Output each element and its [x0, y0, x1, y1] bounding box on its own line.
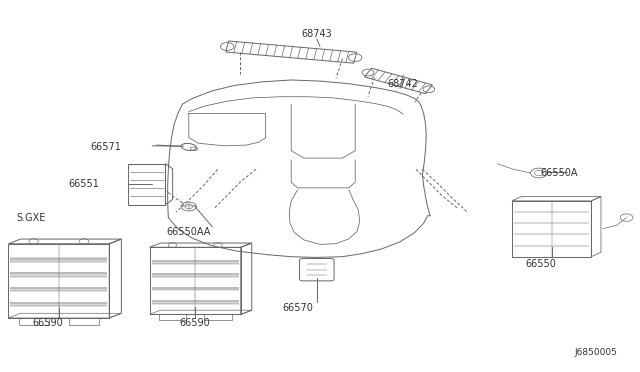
Text: 68742: 68742: [387, 79, 418, 89]
Text: 66551: 66551: [68, 179, 99, 189]
Text: 66550A: 66550A: [541, 168, 579, 178]
Text: J6850005: J6850005: [575, 348, 618, 357]
Text: S.GXE: S.GXE: [16, 213, 45, 222]
Text: 66571: 66571: [91, 142, 122, 152]
Text: 66550: 66550: [525, 259, 556, 269]
Text: 66590: 66590: [33, 318, 63, 328]
Text: 66550AA: 66550AA: [166, 227, 211, 237]
Text: 66590: 66590: [180, 318, 211, 328]
Text: 68743: 68743: [301, 29, 332, 39]
Text: 66570: 66570: [282, 303, 313, 313]
